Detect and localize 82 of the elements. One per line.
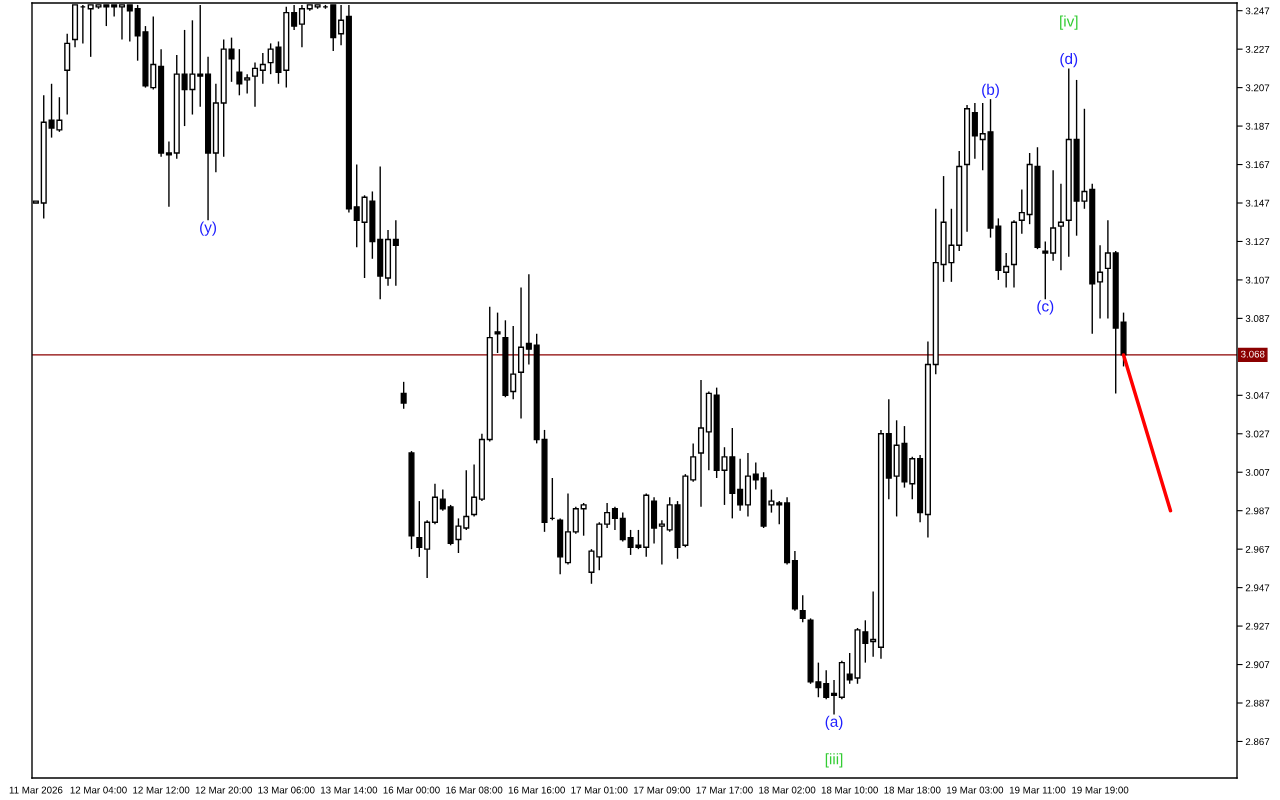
- candlestick: [1042, 240, 1049, 300]
- candlestick: [870, 590, 877, 658]
- x-tick-label: 12 Mar 04:00: [70, 786, 127, 794]
- x-tick-label: 18 Mar 18:00: [884, 786, 941, 794]
- candlestick: [150, 15, 157, 91]
- candlestick: [604, 502, 611, 529]
- candlestick: [400, 381, 407, 410]
- annotation: (a): [825, 715, 843, 730]
- y-tick-label: 3.027: [1245, 430, 1270, 438]
- y-tick-label: 3.007: [1245, 468, 1270, 476]
- candlestick: [971, 102, 978, 160]
- x-tick-label: 13 Mar 06:00: [258, 786, 315, 794]
- y-tick-label: 3.207: [1245, 84, 1270, 92]
- candlestick: [1018, 188, 1025, 235]
- y-tick-label: 3.087: [1245, 315, 1270, 322]
- annotation: (d): [1060, 52, 1078, 68]
- candlestick: [1003, 252, 1010, 289]
- candlestick: [658, 519, 665, 566]
- y-tick-label: 3.047: [1245, 392, 1270, 399]
- candlestick: [244, 73, 251, 95]
- x-tick-label: 17 Mar 01:00: [571, 786, 628, 794]
- candlestick: [353, 163, 360, 248]
- candlestick: [690, 442, 697, 483]
- annotation: [iv]: [1060, 15, 1078, 30]
- candlestick: [572, 506, 579, 535]
- candlestick: [259, 52, 266, 85]
- y-tick-label: 2.967: [1245, 545, 1270, 553]
- candlestick: [251, 61, 259, 108]
- candlestick: [1097, 244, 1104, 320]
- y-tick-label: 2.887: [1245, 699, 1270, 707]
- candlestick: [494, 311, 501, 354]
- candlestick: [1104, 219, 1111, 320]
- annotation: [iii]: [825, 753, 843, 768]
- x-tick-label: 12 Mar 20:00: [195, 786, 252, 794]
- candlestick: [525, 273, 532, 366]
- y-tick-label: 3.247: [1245, 7, 1270, 15]
- candlestick: [823, 669, 830, 700]
- candlestick: [463, 469, 470, 531]
- candlestick: [799, 594, 806, 623]
- y-tick-label: 2.947: [1245, 584, 1270, 592]
- candlestick: [392, 219, 399, 287]
- ref-line-label: 3.068: [1240, 350, 1265, 358]
- candlestick: [165, 140, 172, 208]
- x-tick-label: 19 Mar 11:00: [1009, 786, 1066, 794]
- x-tick-label: 11 Mar 2026: [9, 786, 63, 794]
- candlestick: [510, 325, 517, 400]
- y-tick-label: 3.127: [1245, 238, 1270, 246]
- y-tick-label: 3.107: [1245, 276, 1270, 284]
- y-tick-label: 3.187: [1245, 122, 1270, 130]
- x-tick-label: 19 Mar 19:00: [1072, 786, 1129, 794]
- y-tick-label: 3.167: [1245, 161, 1270, 169]
- candlestick: [830, 679, 838, 716]
- x-tick-label: 18 Mar 10:00: [821, 786, 878, 794]
- annotation: (y): [200, 221, 217, 236]
- x-tick-label: 17 Mar 17:00: [696, 786, 753, 794]
- x-tick-label: 13 Mar 14:00: [321, 786, 378, 794]
- candlestick: [236, 48, 243, 97]
- y-tick-label: 2.867: [1245, 738, 1270, 746]
- x-tick-label: 16 Mar 00:00: [383, 786, 440, 794]
- candlestick: [776, 500, 783, 525]
- candlestick: [439, 488, 446, 512]
- y-tick-label: 3.147: [1245, 199, 1270, 207]
- x-tick-label: 19 Mar 03:00: [946, 786, 1004, 794]
- candlestick: [580, 502, 587, 537]
- x-tick-label: 12 Mar 12:00: [133, 786, 190, 794]
- x-tick-label: 18 Mar 02:00: [759, 786, 816, 794]
- y-tick-label: 3.227: [1245, 45, 1270, 53]
- y-tick-label: 2.987: [1245, 507, 1270, 515]
- y-tick-label: 2.927: [1245, 622, 1270, 630]
- candlestick: [471, 463, 478, 518]
- x-tick-label: 16 Mar 08:00: [446, 786, 503, 794]
- candlestick: [416, 500, 423, 558]
- y-tick-label: 2.907: [1245, 661, 1270, 669]
- candlestick: [611, 506, 618, 531]
- x-tick-label: 17 Mar 09:00: [633, 786, 691, 794]
- candlestick: [752, 461, 759, 491]
- candlestick: [1057, 183, 1064, 272]
- x-tick-label: 16 Mar 16:00: [508, 786, 565, 794]
- candlestick: [737, 458, 744, 512]
- candlestick: [619, 511, 626, 543]
- annotation: (c): [1037, 300, 1054, 315]
- annotation: (b): [982, 83, 999, 98]
